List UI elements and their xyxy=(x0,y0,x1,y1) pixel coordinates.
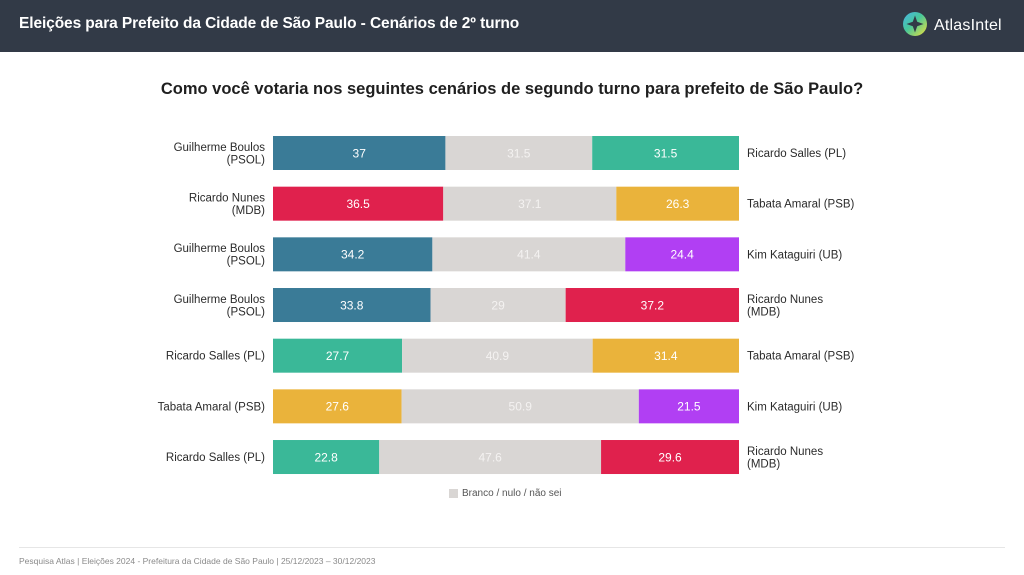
bar-candidate-a xyxy=(273,440,380,475)
candidate-a-label: Guilherme Boulos (PSOL) xyxy=(174,142,266,167)
bar-branco-nulo xyxy=(401,389,639,424)
bar-candidate-b xyxy=(565,288,739,323)
bar-candidate-a-value-label: 34.2 xyxy=(341,248,365,262)
scenario-row: 34.2 41.4 24.4 xyxy=(273,237,739,272)
page-title: Eleições para Prefeito da Cidade de São … xyxy=(19,15,520,32)
bar-candidate-b-value-label: 26.3 xyxy=(666,197,690,211)
bar-branco-nulo xyxy=(445,136,593,170)
bar-candidate-a-value-label: 33.8 xyxy=(340,298,364,312)
bar-branco-nulo-value-label: 37.1 xyxy=(518,197,542,211)
bar-branco-nulo-value-label: 29 xyxy=(491,298,505,312)
bar-candidate-a-value-label: 27.6 xyxy=(326,400,350,414)
scenario-row: 27.7 40.9 31.4 xyxy=(273,338,739,373)
candidate-a-label: Tabata Amaral (PSB) xyxy=(158,401,266,413)
brand-logo: AtlasIntel xyxy=(902,11,1002,42)
scenario-row: 22.8 47.6 29.6 xyxy=(273,440,739,475)
footer-source: Pesquisa Atlas | Eleições 2024 - Prefeit… xyxy=(19,556,376,566)
bar-branco-nulo-value-label: 50.9 xyxy=(509,400,533,414)
bar-candidate-b-value-label: 37.2 xyxy=(641,298,665,312)
scenario-row: 27.6 50.9 21.5 xyxy=(273,389,739,424)
atlasintel-compass-logo-icon xyxy=(902,11,928,42)
bar-branco-nulo xyxy=(443,186,617,221)
legend-swatch-neutral xyxy=(449,489,458,498)
bar-candidate-a-value-label: 22.8 xyxy=(314,450,338,464)
bar-candidate-a xyxy=(273,186,444,221)
bar-candidate-a-value-label: 27.7 xyxy=(326,349,350,363)
bar-candidate-b xyxy=(592,136,739,170)
bar-candidate-a-value-label: 37 xyxy=(353,146,367,160)
bar-candidate-a xyxy=(273,338,403,373)
bar-candidate-b xyxy=(601,440,739,475)
bar-candidate-b xyxy=(592,338,739,373)
candidate-a-label: Guilherme Boulos (PSOL) xyxy=(174,243,266,267)
bar-branco-nulo xyxy=(379,440,602,475)
chart-title: Como você votaria nos seguintes cenários… xyxy=(160,80,864,98)
bar-branco-nulo-value-label: 31.5 xyxy=(507,146,531,160)
chart-legend: Branco / nulo / não sei xyxy=(449,488,562,499)
bar-candidate-a xyxy=(273,136,446,170)
scenario-row: 36.5 37.1 26.3 xyxy=(273,186,739,221)
candidate-b-label: Tabata Amaral (PSB) xyxy=(747,199,855,211)
bar-candidate-b xyxy=(616,186,739,221)
candidate-b-label: Kim Kataguiri (UB) xyxy=(747,249,842,261)
candidate-b-label: Tabata Amaral (PSB) xyxy=(747,351,855,363)
bar-branco-nulo xyxy=(402,338,593,373)
candidate-b-label: Ricardo Nunes (MDB) xyxy=(747,294,823,319)
bar-candidate-b-value-label: 31.4 xyxy=(654,349,678,363)
bar-candidate-b xyxy=(638,389,739,424)
bar-candidate-a xyxy=(273,389,402,424)
bar-branco-nulo xyxy=(432,237,626,272)
bar-candidate-b-value-label: 29.6 xyxy=(658,450,682,464)
candidate-b-label: Kim Kataguiri (UB) xyxy=(747,401,842,413)
bar-candidate-a xyxy=(273,288,431,323)
bar-branco-nulo-value-label: 47.6 xyxy=(478,450,502,464)
header-bar: Eleições para Prefeito da Cidade de São … xyxy=(0,0,1024,52)
bar-candidate-b xyxy=(625,237,739,272)
bar-candidate-a xyxy=(273,237,433,272)
brand-name: AtlasIntel xyxy=(934,17,1002,34)
bar-branco-nulo-value-label: 40.9 xyxy=(486,349,510,363)
bar-candidate-a-value-label: 36.5 xyxy=(346,197,370,211)
candidate-a-label: Guilherme Boulos (PSOL) xyxy=(174,294,266,319)
candidate-b-label: Ricardo Salles (PL) xyxy=(747,148,846,160)
scenario-row: 37 31.5 31.5 xyxy=(273,136,739,170)
candidate-a-label: Ricardo Salles (PL) xyxy=(166,351,265,363)
candidate-a-label: Ricardo Salles (PL) xyxy=(166,452,265,464)
bar-candidate-b-value-label: 31.5 xyxy=(654,146,678,160)
footer-divider xyxy=(19,547,1005,548)
bar-candidate-b-value-label: 24.4 xyxy=(670,248,694,262)
scenario-row: 33.8 29 37.2 xyxy=(273,288,739,323)
legend-label-neutral: Branco / nulo / não sei xyxy=(462,488,562,499)
bar-candidate-b-value-label: 21.5 xyxy=(677,400,701,414)
bar-branco-nulo xyxy=(430,288,566,323)
bar-branco-nulo-value-label: 41.4 xyxy=(517,248,541,262)
candidate-b-label: Ricardo Nunes (MDB) xyxy=(747,446,823,471)
candidate-a-label: Ricardo Nunes (MDB) xyxy=(189,192,265,217)
